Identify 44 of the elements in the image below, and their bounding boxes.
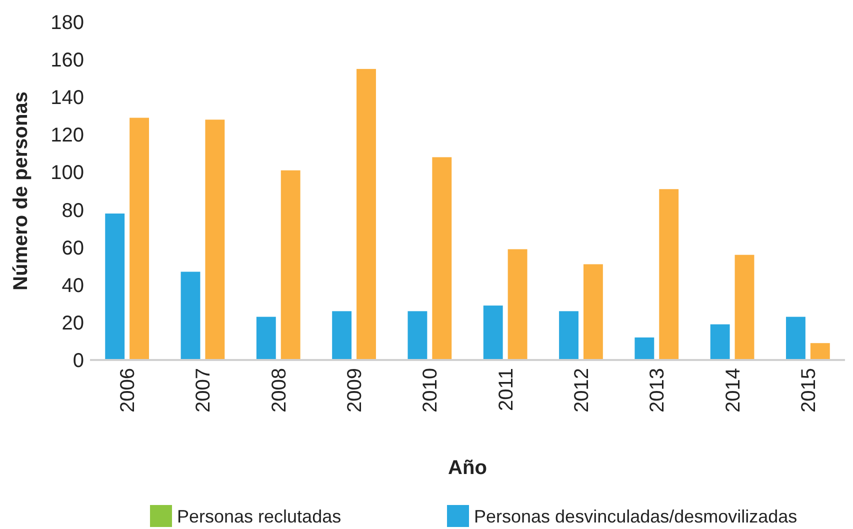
legend-label: Personas reclutadas — [177, 506, 342, 526]
bar — [634, 337, 654, 360]
bar — [105, 214, 125, 360]
bar — [583, 264, 603, 360]
bar — [205, 120, 225, 360]
bar — [508, 249, 528, 360]
y-tick-label: 120 — [50, 124, 84, 147]
x-tick-label: 2007 — [192, 368, 215, 412]
bar — [256, 316, 276, 360]
bar — [810, 343, 830, 360]
x-tick-label: 2006 — [117, 368, 140, 412]
bar — [659, 189, 679, 360]
bar — [710, 324, 730, 360]
legend-label: Personas desvinculadas/desmovilizadas — [474, 506, 798, 526]
bar — [483, 306, 503, 360]
x-tick-label: 2009 — [344, 368, 366, 412]
bar — [559, 311, 578, 360]
y-tick-label: 180 — [50, 12, 84, 34]
y-tick-label: 80 — [62, 200, 84, 222]
bar — [734, 254, 754, 360]
bar — [280, 170, 300, 360]
y-tick-label: 160 — [50, 50, 84, 72]
y-tick-label: 20 — [62, 312, 84, 334]
x-tick-label: 2010 — [420, 368, 442, 412]
x-tick-label: 2015 — [798, 368, 820, 412]
x-tick-label: 2013 — [646, 368, 669, 412]
x-tick-label: 2008 — [268, 368, 290, 412]
y-tick-label: 140 — [50, 87, 84, 110]
x-tick-label: 2014 — [722, 368, 744, 412]
y-axis-title: Número de personas — [10, 92, 32, 290]
y-tick-label: 100 — [50, 162, 84, 184]
bar — [432, 157, 452, 360]
bar — [786, 316, 806, 360]
bar — [408, 311, 428, 360]
y-tick-label: 40 — [62, 274, 84, 297]
x-tick-label: 2012 — [570, 368, 593, 412]
bar — [130, 118, 150, 360]
bar — [332, 311, 352, 360]
bar — [356, 68, 376, 360]
x-axis-title: Año — [448, 457, 487, 479]
x-tick-label: 2011 — [495, 368, 518, 412]
y-tick-label: 60 — [62, 237, 84, 260]
y-tick-label: 0 — [72, 350, 84, 372]
bar — [180, 272, 200, 360]
